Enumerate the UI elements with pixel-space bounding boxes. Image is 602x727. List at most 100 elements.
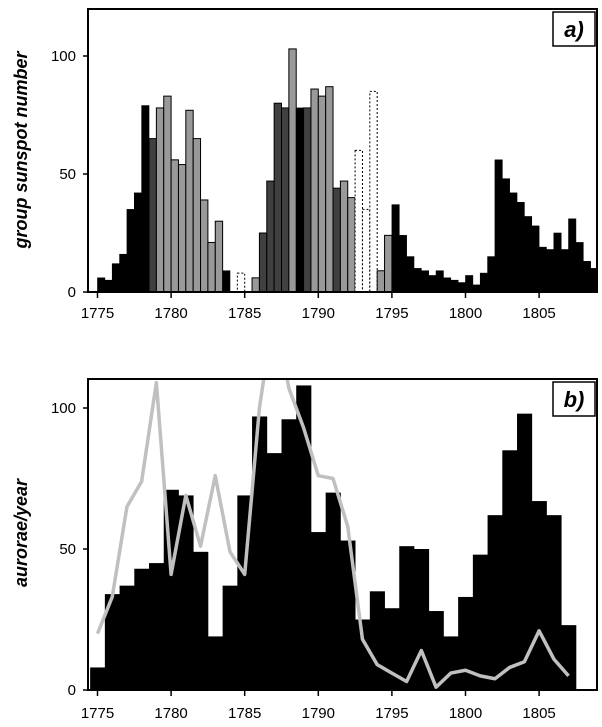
bar-a-50 [479, 272, 488, 292]
bar-b-1807 [561, 625, 577, 690]
bar-a-41 [413, 268, 422, 292]
bar-a-48 [465, 275, 474, 292]
bar-a-61 [560, 249, 569, 292]
bar-a-55 [516, 202, 525, 292]
bar-b-1776 [104, 594, 120, 690]
bar-a-36 [376, 270, 386, 292]
bar-a-18 [236, 272, 246, 292]
bar-a-26 [303, 107, 312, 292]
panel-label-box-b [552, 381, 596, 417]
bar-a-38 [391, 204, 400, 292]
bar-a-63 [575, 242, 584, 292]
bar-a-28 [317, 95, 327, 292]
bar-a-59 [546, 249, 555, 292]
y-tick-label-a-100: 100 [51, 48, 76, 65]
bar-a-13 [192, 138, 202, 292]
bar-a-43 [428, 275, 437, 292]
bar-a-51 [487, 256, 496, 292]
plot-frame-a [87, 8, 598, 293]
bar-b-1794 [369, 591, 385, 690]
bar-a-45 [443, 277, 452, 292]
bar-a-15 [207, 241, 216, 292]
bar-a-52 [494, 159, 503, 292]
bar-a-23 [281, 107, 290, 292]
bar-a-32 [347, 197, 356, 292]
bar-a-54 [509, 192, 518, 292]
bar-b-1787 [266, 453, 282, 690]
bar-a-1 [104, 279, 113, 292]
bar-a-25 [295, 107, 304, 292]
bar-a-9 [163, 95, 172, 292]
bar-b-1800 [458, 596, 474, 690]
bar-b-1791 [325, 492, 341, 690]
bar-b-1784 [222, 585, 238, 690]
bar-a-49 [472, 284, 481, 292]
bar-a-40 [406, 256, 415, 292]
bar-a-30 [332, 187, 341, 292]
x-tick-label-a-1780: 1780 [154, 305, 187, 322]
bar-a-42 [421, 270, 429, 292]
x-tick-label-b-1775: 1775 [81, 705, 114, 722]
bar-a-53 [501, 178, 510, 292]
bar-a-31 [339, 180, 349, 292]
y-tick-label-b-50: 50 [59, 541, 76, 558]
y-axis-b: 0 50 100 [51, 400, 88, 699]
bar-a-7 [148, 138, 157, 292]
bar-a-62 [568, 218, 577, 292]
bar-b-1793 [355, 619, 371, 690]
x-tick-label-b-1785: 1785 [228, 705, 261, 722]
x-tick-label-a-1790: 1790 [302, 305, 335, 322]
bar-a-29 [325, 86, 334, 292]
bar-a-12 [185, 109, 194, 292]
bar-a-47 [457, 282, 466, 292]
bar-a-64 [582, 261, 591, 292]
bar-b-1801 [472, 554, 488, 690]
y-axis-label-b: aurorae/year [11, 478, 31, 587]
bar-b-1804 [517, 413, 533, 690]
bar-a-2 [111, 263, 120, 292]
x-tick-label-a-1805: 1805 [522, 305, 555, 322]
bar-b-1788 [281, 419, 297, 690]
bar-a-11 [177, 164, 187, 292]
bar-b-1802 [487, 515, 503, 690]
bar-a-37 [384, 234, 393, 292]
y-axis-label-a: group sunspot number [11, 51, 31, 250]
bar-a-20 [258, 232, 268, 292]
bar-a-17 [222, 270, 231, 292]
bar-a-57 [531, 225, 540, 292]
bar-b-1783 [207, 636, 224, 690]
bar-a-39 [398, 235, 407, 292]
bar-b-1798 [428, 611, 444, 690]
bar-a-0 [97, 277, 106, 292]
x-tick-label-a-1800: 1800 [449, 305, 482, 322]
x-tick-label-b-1790: 1790 [302, 705, 335, 722]
bar-b-1781 [178, 495, 194, 690]
bar-b-1777 [119, 585, 135, 690]
x-tick-label-a-1785: 1785 [228, 305, 261, 322]
y-axis-a: 0 50 100 [51, 48, 88, 301]
x-tick-label-b-1805: 1805 [522, 705, 555, 722]
x-tick-label-b-1780: 1780 [154, 705, 187, 722]
x-tick-label-a-1795: 1795 [375, 305, 408, 322]
panel-label-b: b) [564, 387, 585, 412]
panel-label-a: a) [564, 17, 584, 42]
bar-b-1778 [134, 568, 150, 690]
y-tick-label-a-0: 0 [68, 284, 76, 301]
bars-a [97, 48, 597, 292]
bar-a-22 [273, 102, 283, 292]
aurorae-line [95, 379, 570, 689]
bar-a-58 [538, 246, 547, 292]
bar-a-24 [288, 48, 297, 292]
bar-a-5 [134, 192, 142, 292]
bar-b-1792 [340, 540, 356, 690]
x-axis-b: 1775 1780 1785 1790 1795 1800 1805 [81, 690, 556, 722]
y-tick-label-a-50: 50 [59, 166, 76, 183]
bar-a-19 [251, 277, 260, 292]
bar-a-6 [141, 105, 150, 292]
bar-a-46 [450, 279, 459, 292]
x-axis-a: 1775 1780 1785 1790 1795 1800 1805 [81, 292, 556, 322]
bar-b-1805 [531, 501, 547, 690]
bar-a-56 [524, 216, 533, 292]
bar-b-1779 [149, 563, 165, 690]
